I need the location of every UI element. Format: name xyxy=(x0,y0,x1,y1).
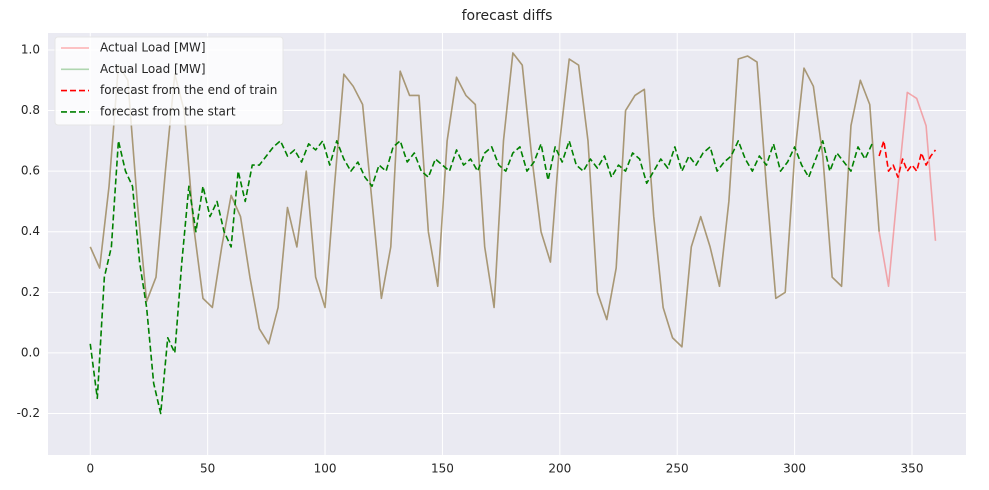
y-tick-label: -0.2 xyxy=(17,406,40,420)
y-tick-label: 0.0 xyxy=(21,345,40,359)
y-tick-label: 0.4 xyxy=(21,224,40,238)
legend-label: forecast from the end of train xyxy=(100,83,277,97)
y-tick-label: 0.8 xyxy=(21,103,40,117)
legend-label: forecast from the start xyxy=(100,104,236,118)
x-tick-label: 200 xyxy=(548,462,571,476)
legend-label: Actual Load [MW] xyxy=(100,41,206,55)
legend-box xyxy=(54,36,284,126)
series-line xyxy=(89,52,880,348)
x-tick-label: 150 xyxy=(431,462,454,476)
y-tick-label: 0.2 xyxy=(21,285,40,299)
y-tick-label: 1.0 xyxy=(21,42,40,56)
x-tick-label: 100 xyxy=(314,462,337,476)
series-line xyxy=(89,52,937,348)
chart-title: forecast diffs xyxy=(462,8,553,24)
y-tick-label: 0.6 xyxy=(21,164,40,178)
x-tick-label: 350 xyxy=(901,462,924,476)
x-tick-label: 50 xyxy=(200,462,215,476)
series-line xyxy=(878,140,937,178)
x-tick-label: 250 xyxy=(666,462,689,476)
x-tick-label: 0 xyxy=(86,462,94,476)
x-tick-label: 300 xyxy=(783,462,806,476)
legend: Actual Load [MW] Actual Load [MW] forecast… xyxy=(54,36,284,126)
legend-label: Actual Load [MW] xyxy=(100,62,206,76)
